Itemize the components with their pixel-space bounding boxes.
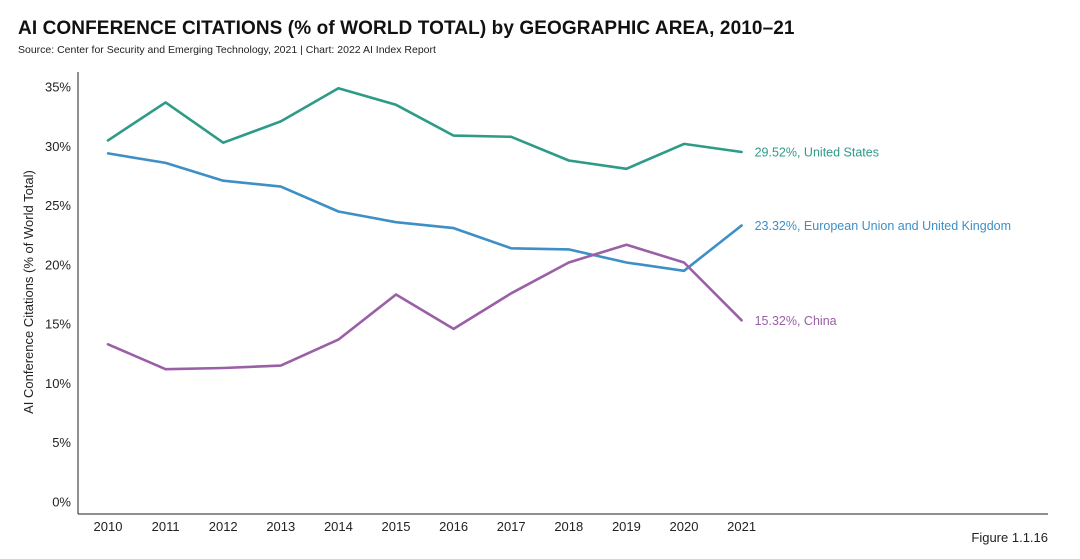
chart-source: Source: Center for Security and Emerging… (18, 44, 436, 56)
x-tick-label: 2010 (94, 519, 123, 534)
series-line-european-union-and-united-kingdom (106, 152, 743, 273)
y-tick-label: 10% (45, 376, 71, 391)
chart-labels: 29.52%, United States 23.32%, European Un… (755, 145, 1011, 327)
x-tick-label: 2011 (152, 519, 180, 534)
x-tick-label: 2017 (497, 519, 526, 534)
x-tick-label: 2014 (324, 519, 353, 534)
x-tick-label: 2013 (266, 519, 295, 534)
series-end-label: 15.32%, China (755, 314, 837, 328)
y-tick-label: 15% (45, 317, 71, 332)
y-tick-label: 0% (52, 495, 71, 510)
y-tick-label: 25% (45, 198, 71, 213)
y-tick-label: 5% (52, 435, 71, 450)
x-tick-label: 2019 (612, 519, 641, 534)
y-tick-label: 30% (45, 139, 71, 154)
series-line-united-states (106, 86, 743, 171)
x-tick-label: 2012 (209, 519, 238, 534)
y-tick-label: 20% (45, 257, 71, 272)
series-line-china (106, 243, 743, 371)
chart-axes: 0% 5% 10% 15% 20% 25% 30% 35% 2010 2011 2012 2013 20… (21, 72, 1048, 534)
series-end-label: 29.52%, United States (755, 145, 879, 159)
x-tick-label: 2021 (727, 519, 756, 534)
x-tick-label: 2015 (382, 519, 411, 534)
figure-label: Figure 1.1.16 (971, 530, 1048, 545)
y-tick-label: 35% (45, 80, 71, 95)
series-end-label: 23.32%, European Union and United Kingdo… (755, 219, 1011, 233)
y-axis-title: AI Conference Citations (% of World Tota… (21, 170, 36, 414)
chart-title: AI CONFERENCE CITATIONS (% of WORLD TOTA… (18, 18, 795, 39)
x-tick-label: 2020 (670, 519, 699, 534)
x-tick-label: 2016 (439, 519, 468, 534)
chart-series (106, 86, 743, 371)
x-tick-label: 2018 (554, 519, 583, 534)
